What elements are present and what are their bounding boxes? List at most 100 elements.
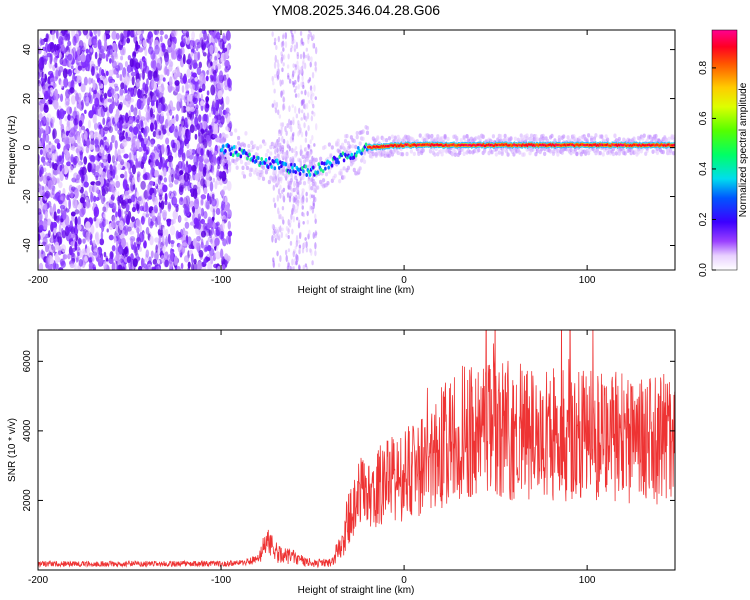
spectrogram-halo-cell [266, 148, 270, 154]
spectrogram-noise-cell [202, 52, 207, 57]
spectrogram-noise-cell [224, 253, 229, 260]
spectrogram-noise-cell [182, 30, 187, 34]
spectrogram-noise-cell [296, 254, 299, 263]
spectrogram-noise-cell [276, 68, 279, 75]
spectrogram-noise-cell [282, 54, 286, 60]
spectrogram-noise-cell [293, 180, 296, 188]
spectrogram-noise-cell [290, 192, 293, 197]
spectrogram-noise-cell [313, 143, 316, 147]
spectrogram-noise-cell [145, 139, 150, 146]
spectrogram-noise-cell [183, 152, 186, 159]
spectrogram-halo-cell [250, 140, 254, 145]
spectrogram-noise-cell [60, 80, 64, 89]
spectrogram-noise-cell [300, 131, 304, 138]
spectrogram-noise-cell [158, 130, 162, 136]
spectrogram-halo-cell [436, 134, 440, 139]
spectrogram-noise-cell [154, 169, 160, 178]
spectrogram-halo-cell [302, 159, 307, 164]
spectrogram-noise-cell [146, 93, 151, 104]
spectrogram-halo-cell [235, 165, 239, 170]
spectrogram-noise-cell [88, 185, 93, 194]
spectrogram-halo-cell [430, 133, 434, 139]
spectrogram-halo-cell [611, 151, 616, 157]
spectrogram-noise-cell [181, 94, 185, 101]
spectrogram-noise-cell [140, 119, 144, 128]
spectrogram-noise-cell [311, 110, 314, 115]
spectrogram-track-cell [294, 170, 298, 175]
spectrogram-noise-cell [209, 55, 213, 62]
spectrogram-halo-cell [569, 150, 573, 156]
spectrogram-noise-cell [158, 74, 164, 81]
spectrogram-noise-cell [297, 219, 301, 225]
spectrogram-track-cell [273, 166, 277, 171]
spectrogram-noise-cell [215, 63, 222, 70]
spectrogram-noise-cell [173, 73, 178, 81]
spectrogram-xtick-label: -200 [28, 275, 48, 286]
colorbar-ticks: 0.00.20.40.60.8 [698, 61, 716, 277]
spectrogram-noise-cell [187, 129, 191, 138]
spectrogram-noise-cell [42, 160, 46, 167]
spectrogram-halo-cell [247, 160, 251, 166]
spectrogram-halo-cell [333, 173, 337, 178]
spectrogram-track-cell [304, 164, 307, 169]
spectrogram-noise-cell [217, 164, 221, 170]
spectrogram-noise-cell [151, 192, 156, 202]
colorbar-tick-label: 0.8 [698, 61, 709, 75]
spectrogram-noise-cell [153, 81, 157, 91]
spectrogram-noise-cell [200, 148, 204, 156]
spectrogram-noise-cell [284, 125, 287, 132]
spectrogram-noise-cell [93, 206, 100, 218]
spectrogram-noise-cell [302, 51, 306, 60]
spectrogram-noise-cell [129, 230, 135, 235]
spectrogram-halo-cell [401, 152, 405, 157]
spectrogram-noise-cell [108, 126, 114, 134]
spectrogram-halo-cell [280, 145, 285, 150]
spectrogram-noise-cell [192, 205, 196, 214]
spectrogram-noise-cell [175, 114, 179, 122]
spectrogram-noise-cell [228, 85, 232, 92]
spectrogram-noise-cell [309, 31, 312, 38]
spectrogram-track-cell [277, 165, 281, 170]
spectrogram-noise-cell [62, 68, 68, 79]
spectrogram-noise-cell [288, 78, 292, 84]
spectrogram-noise-cell [314, 96, 317, 101]
spectrogram-noise-cell [271, 235, 274, 243]
spectrogram-halo-cell [557, 137, 561, 143]
spectrogram-noise-cell [92, 79, 96, 91]
spectrogram-noise-cell [131, 137, 136, 149]
spectrogram-noise-cell [177, 243, 183, 254]
spectrogram-noise-cell [206, 90, 210, 96]
spectrogram-noise-cell [277, 210, 281, 217]
spectrogram-noise-cell [224, 195, 228, 206]
spectrogram-halo-cell [292, 187, 296, 193]
spectrogram-noise-cell [171, 124, 175, 132]
spectrogram-noise-cell [83, 76, 88, 86]
spectrogram-noise-cell [117, 163, 122, 171]
spectrogram-noise-cell [278, 114, 282, 119]
spectrogram-noise-cell [156, 93, 160, 98]
spectrogram-noise-cell [193, 258, 197, 265]
spectrogram-halo-cell [535, 137, 539, 142]
spectrogram-halo-cell [242, 143, 247, 148]
spectrogram-halo-cell [513, 136, 517, 142]
spectrogram-halo-cell [667, 136, 671, 141]
spectrogram-noise-cell [176, 93, 183, 102]
spectrogram-halo-cell [632, 136, 636, 141]
spectrogram-noise-cell [212, 208, 216, 219]
spectrogram-noise-cell [66, 120, 71, 128]
spectrogram-noise-cell [145, 213, 150, 218]
spectrogram-noise-cell [139, 72, 144, 78]
spectrogram-noise-cell [273, 102, 277, 110]
spectrogram-noise-cell [73, 69, 79, 74]
spectrogram-noise-cell [227, 82, 231, 88]
spectrogram-noise-cell [103, 126, 109, 132]
spectrogram-noise-cell [99, 238, 105, 246]
spectrogram-noise-cell [282, 47, 285, 52]
spectrogram-noise-cell [280, 231, 284, 239]
spectrogram-halo-cell [458, 150, 462, 156]
spectrogram-halo-cell [295, 182, 299, 187]
spectrogram-track-cell [221, 144, 225, 149]
spectrogram-noise-cell [146, 98, 150, 106]
spectrogram-noise-cell [227, 230, 233, 237]
spectrogram-halo-cell [534, 134, 538, 139]
